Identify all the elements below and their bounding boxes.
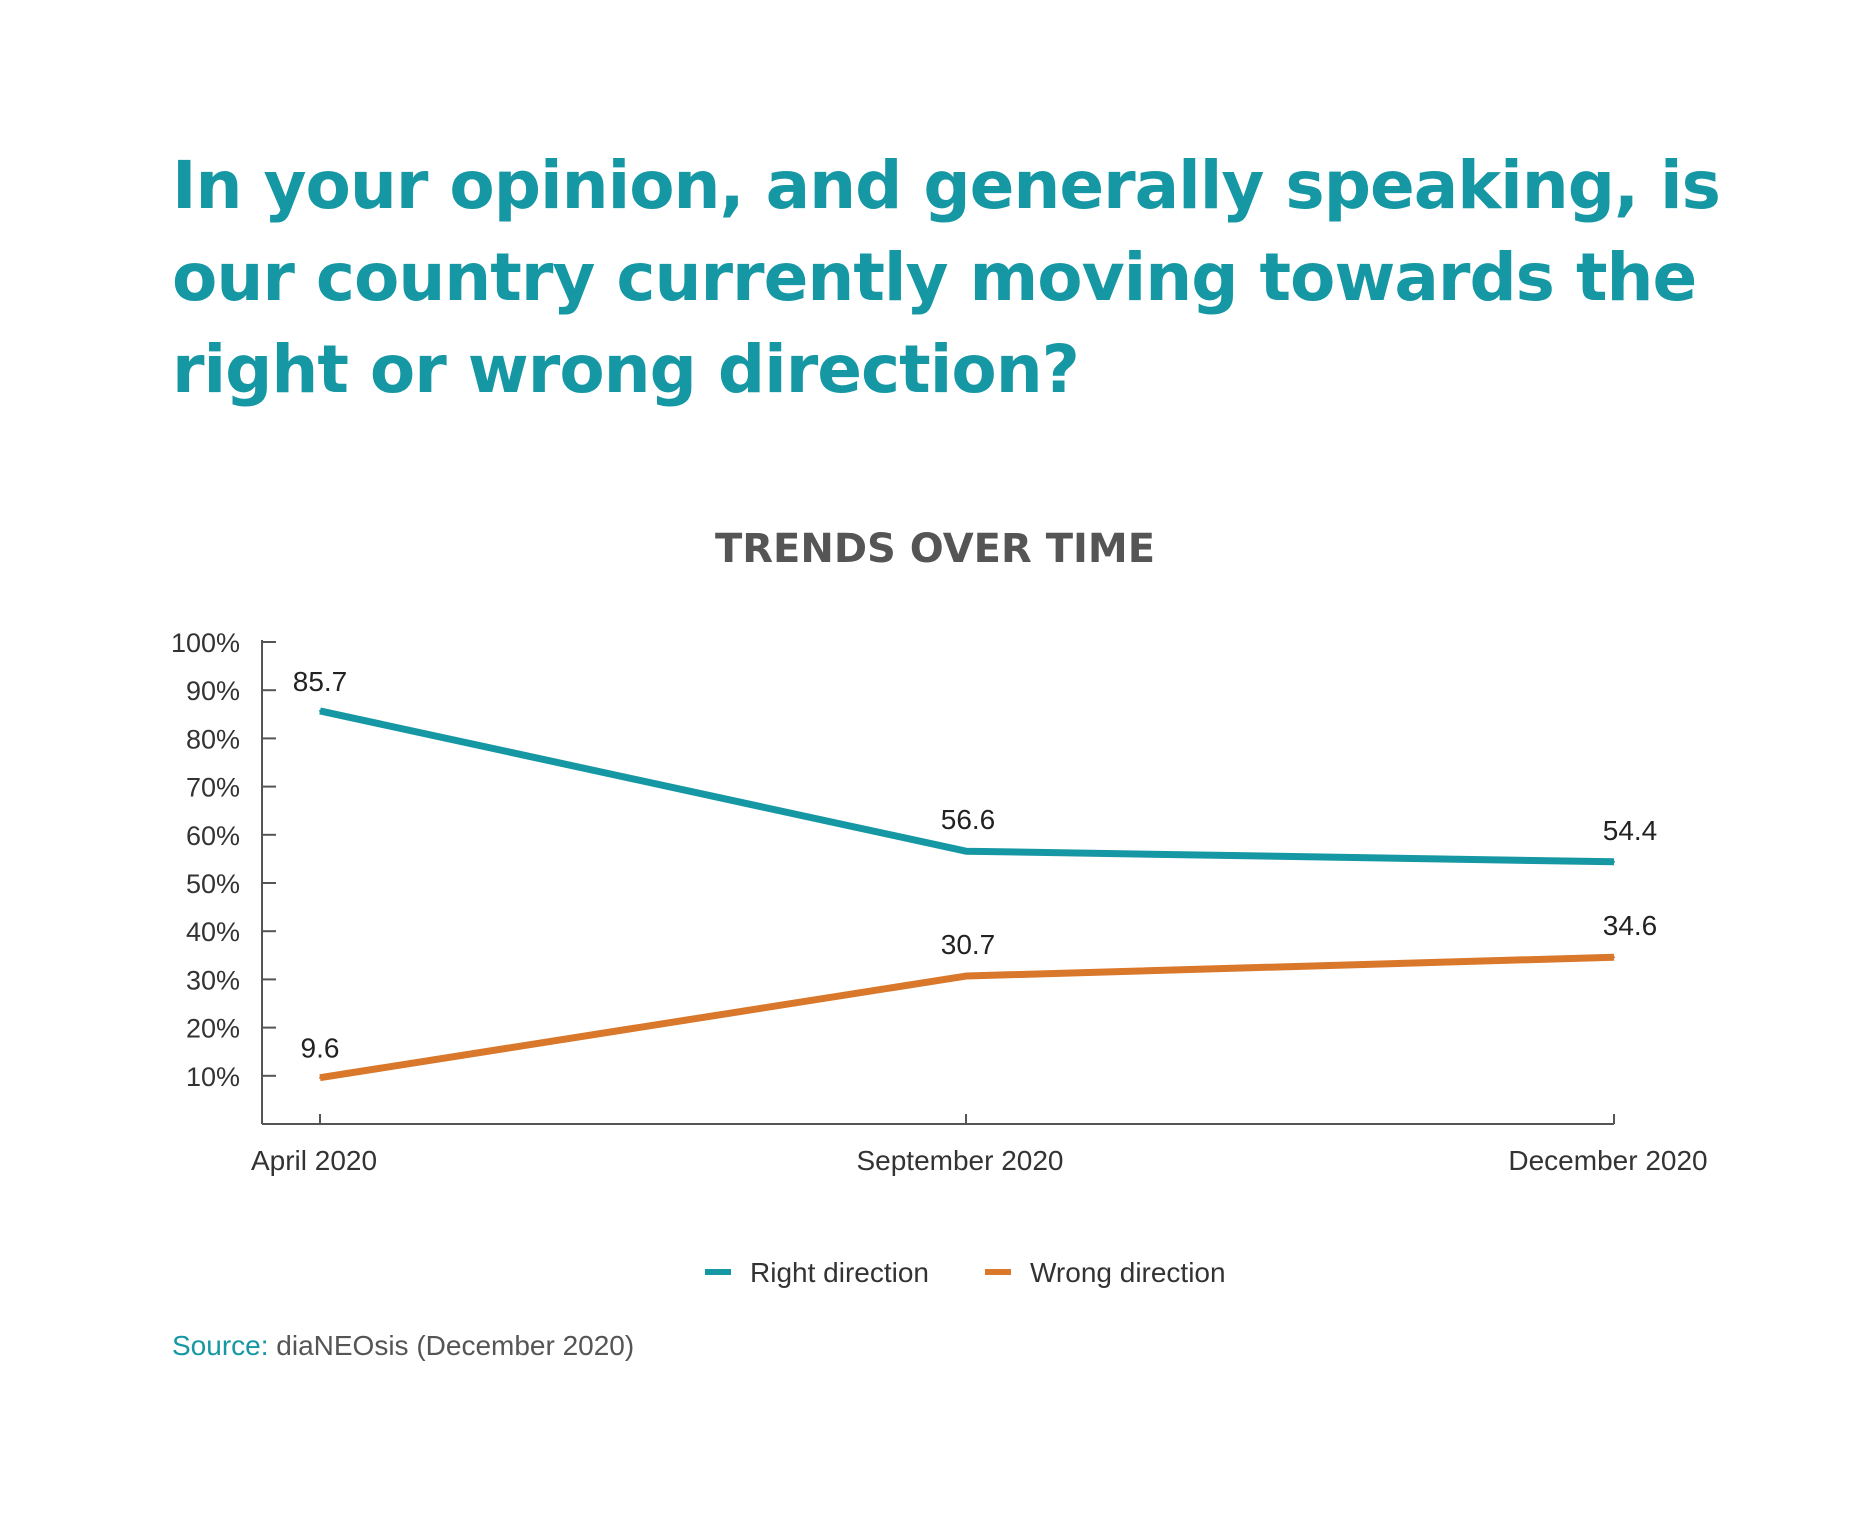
trend-line-chart: TRENDS OVER TIME 10% 20% 30% 40% 50% 60% 70% 80%… bbox=[171, 526, 1708, 1288]
data-label: 9.6 bbox=[301, 1033, 340, 1064]
y-tick-label: 50% bbox=[186, 869, 240, 899]
data-point bbox=[965, 975, 967, 978]
legend-label: Wrong direction bbox=[1030, 1257, 1226, 1288]
y-tick-label: 40% bbox=[186, 917, 240, 947]
x-tick-label: December 2020 bbox=[1508, 1145, 1707, 1176]
data-label: 56.6 bbox=[941, 804, 996, 835]
data-label: 34.6 bbox=[1603, 910, 1658, 941]
data-label: 30.7 bbox=[941, 929, 996, 960]
data-point bbox=[965, 850, 967, 853]
x-tick-label: April 2020 bbox=[251, 1145, 377, 1176]
source-note: Source: diaNEOsis (December 2020) bbox=[172, 1330, 634, 1362]
headline-line: right or wrong direction? bbox=[172, 331, 1080, 408]
data-point bbox=[319, 1076, 321, 1079]
x-tick-label: September 2020 bbox=[856, 1145, 1063, 1176]
data-label: 54.4 bbox=[1603, 815, 1658, 846]
y-tick-label: 80% bbox=[186, 724, 240, 754]
y-tick-label: 90% bbox=[186, 676, 240, 706]
y-tick-label: 60% bbox=[186, 821, 240, 851]
series-line-right-direction bbox=[319, 707, 1615, 866]
y-tick-label: 30% bbox=[186, 965, 240, 995]
data-point bbox=[319, 709, 321, 712]
source-label: Source: bbox=[172, 1330, 269, 1361]
y-tick-label: 100% bbox=[171, 628, 240, 658]
series-line-wrong-direction bbox=[319, 953, 1615, 1082]
source-text: diaNEOsis (December 2020) bbox=[268, 1330, 635, 1361]
y-tick-label: 20% bbox=[186, 1014, 240, 1044]
data-point bbox=[1613, 956, 1615, 959]
y-tick-label: 70% bbox=[186, 773, 240, 803]
headline-line: In your opinion, and generally speaking,… bbox=[172, 147, 1721, 224]
headline-line: our country currently moving towards the bbox=[172, 239, 1697, 316]
legend-label: Right direction bbox=[750, 1257, 929, 1288]
chart-title: TRENDS OVER TIME bbox=[715, 526, 1155, 572]
data-point bbox=[1613, 860, 1615, 863]
chart-headline: In your opinion, and generally speaking,… bbox=[172, 140, 1732, 416]
data-label: 85.7 bbox=[293, 666, 348, 697]
y-tick-label: 10% bbox=[186, 1062, 240, 1092]
